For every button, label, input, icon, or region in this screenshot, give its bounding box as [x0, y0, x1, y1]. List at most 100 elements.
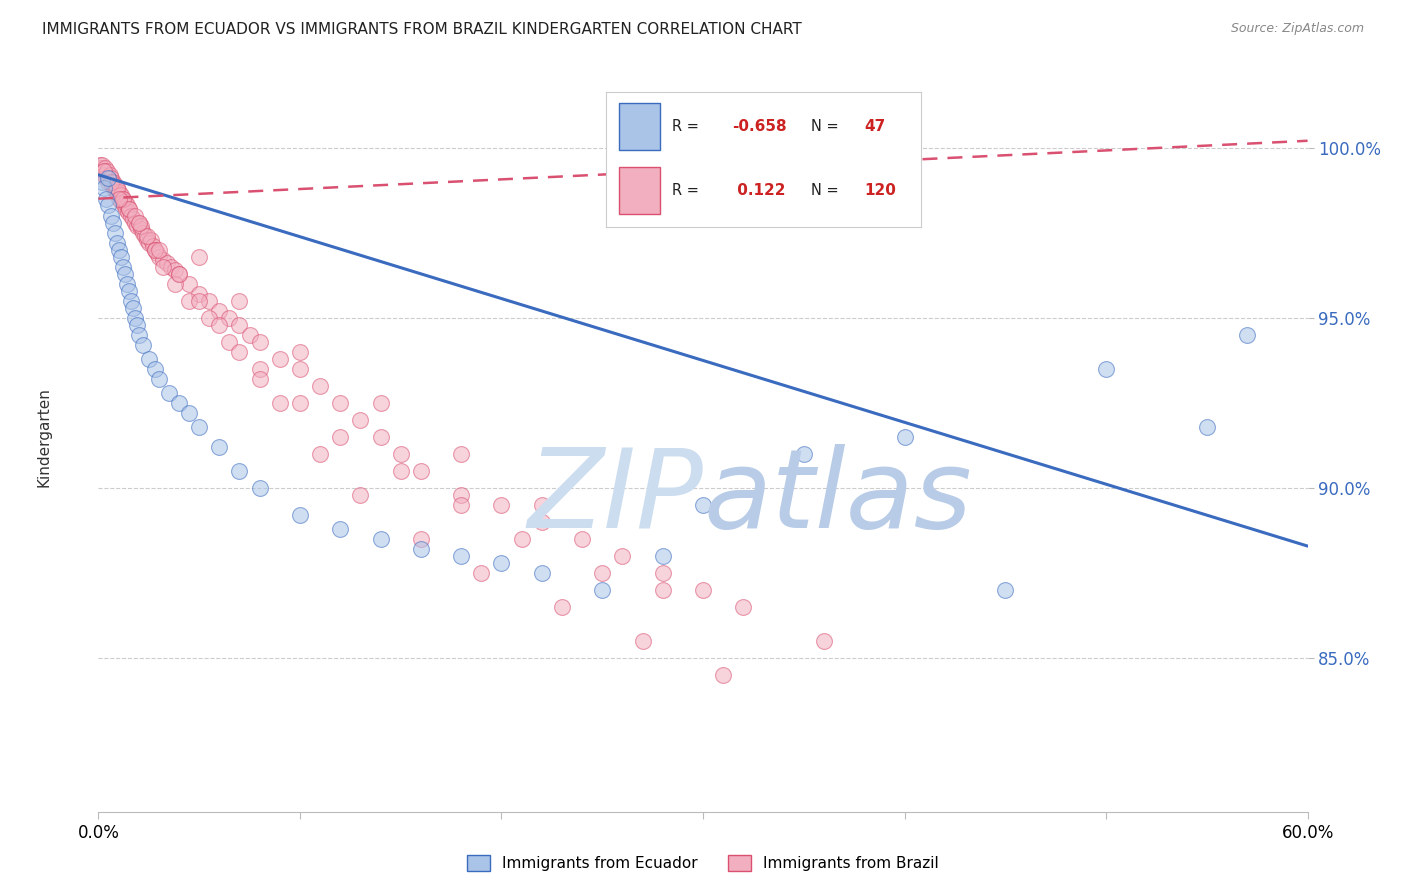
Point [157, 385, 180, 400]
Point [121, 301, 143, 315]
Point [91, 158, 114, 172]
Point [249, 334, 271, 349]
Point [93, 164, 115, 178]
Point [530, 498, 553, 512]
Point [167, 267, 190, 281]
Point [105, 235, 128, 250]
Point [179, 406, 201, 420]
Point [148, 372, 170, 386]
Point [450, 447, 472, 461]
Point [179, 277, 201, 291]
Point [179, 293, 201, 308]
Point [148, 250, 170, 264]
Point [101, 215, 124, 229]
Point [167, 267, 190, 281]
Point [96, 164, 118, 178]
Point [129, 219, 152, 233]
Point [409, 533, 432, 547]
Point [510, 533, 533, 547]
Point [96, 192, 118, 206]
Point [651, 566, 673, 581]
Point [813, 634, 835, 648]
Point [163, 277, 186, 291]
Point [591, 566, 613, 581]
Point [198, 310, 221, 325]
Point [239, 327, 262, 342]
Point [793, 447, 815, 461]
Point [409, 464, 432, 478]
Point [97, 198, 120, 212]
Point [132, 338, 155, 352]
Point [100, 178, 122, 192]
Point [100, 171, 122, 186]
Point [692, 583, 714, 598]
Point [107, 192, 129, 206]
Point [530, 566, 553, 581]
Point [389, 447, 412, 461]
Point [651, 583, 673, 598]
Point [93, 181, 115, 195]
Point [135, 233, 157, 247]
Point [139, 233, 162, 247]
Text: Source: ZipAtlas.com: Source: ZipAtlas.com [1230, 22, 1364, 36]
Point [228, 345, 250, 359]
Point [651, 549, 673, 564]
Point [138, 351, 160, 366]
Point [120, 293, 142, 308]
Point [249, 481, 271, 495]
Point [349, 413, 371, 427]
Point [100, 175, 122, 189]
Point [152, 260, 174, 274]
Point [93, 168, 115, 182]
Point [107, 185, 129, 199]
Point [121, 212, 143, 227]
Point [288, 345, 311, 359]
Point [143, 243, 166, 257]
Point [329, 430, 352, 444]
Point [249, 372, 271, 386]
Point [269, 396, 291, 410]
Point [100, 209, 122, 223]
Point [288, 362, 311, 376]
Point [118, 284, 141, 298]
Point [103, 178, 125, 192]
Point [491, 498, 513, 512]
Text: IMMIGRANTS FROM ECUADOR VS IMMIGRANTS FROM BRAZIL KINDERGARTEN CORRELATION CHART: IMMIGRANTS FROM ECUADOR VS IMMIGRANTS FR… [42, 22, 801, 37]
Point [1195, 420, 1218, 434]
Point [218, 310, 240, 325]
Point [450, 498, 472, 512]
Point [409, 542, 432, 557]
Point [163, 263, 186, 277]
Point [110, 250, 132, 264]
Point [370, 396, 392, 410]
Point [148, 243, 170, 257]
Point [389, 464, 412, 478]
Point [309, 379, 332, 393]
Point [110, 188, 132, 202]
Point [208, 318, 231, 332]
Point [188, 420, 211, 434]
Point [89, 158, 111, 172]
Point [450, 488, 472, 502]
Point [125, 219, 148, 233]
Point [530, 515, 553, 529]
Point [631, 634, 654, 648]
Point [103, 226, 125, 240]
Point [117, 205, 139, 219]
Point [97, 175, 120, 189]
Text: ZIP: ZIP [527, 443, 703, 550]
Point [118, 202, 141, 216]
Point [142, 239, 165, 253]
Point [551, 600, 574, 615]
Point [107, 243, 129, 257]
Point [450, 549, 472, 564]
Point [470, 566, 492, 581]
Point [591, 583, 613, 598]
Point [198, 293, 221, 308]
Point [160, 260, 183, 274]
Point [138, 235, 160, 250]
Point [107, 188, 129, 202]
Point [349, 488, 371, 502]
Point [128, 327, 150, 342]
Point [1236, 327, 1258, 342]
